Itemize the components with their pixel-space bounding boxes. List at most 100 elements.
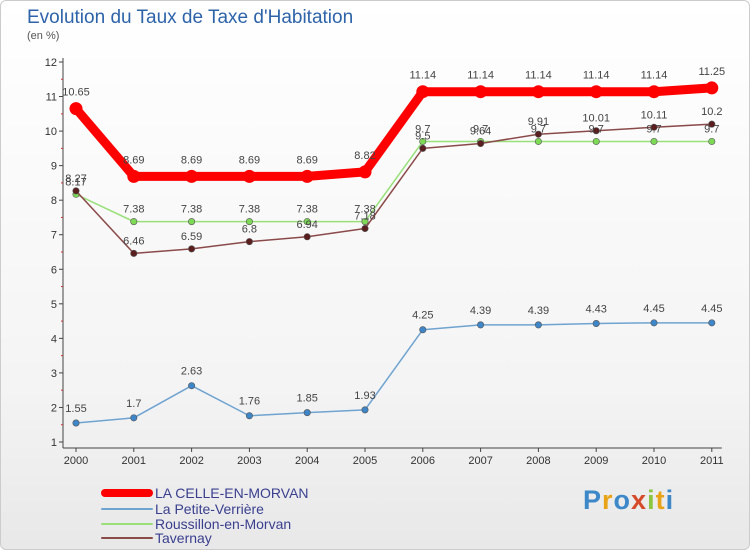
legend-swatch <box>101 508 153 510</box>
data-label-2: 7.38 <box>123 204 144 216</box>
y-tick-label: 5 <box>51 299 57 311</box>
data-label-0: 8.69 <box>239 154 260 166</box>
data-label-1: 4.45 <box>643 303 664 315</box>
y-tick-label: 12 <box>45 57 57 69</box>
legend-label: Roussillon-en-Morvan <box>155 516 292 532</box>
legend-label: Tavernay <box>155 530 212 546</box>
legend-item: Roussillon-en-Morvan <box>101 516 292 532</box>
series-line-1 <box>75 322 713 424</box>
y-tick-label: 11 <box>46 92 57 104</box>
series-point-3 <box>650 123 658 131</box>
series-point-0 <box>127 169 141 183</box>
data-label-0: 8.69 <box>181 154 202 166</box>
series-point-0 <box>358 165 372 179</box>
legend-item: Tavernay <box>101 530 212 546</box>
series-line-3 <box>75 123 713 255</box>
logo-letter: t <box>655 485 666 515</box>
data-label-1: 1.55 <box>65 403 86 415</box>
chart-title: Evolution du Taux de Taxe d'Habitation <box>27 7 354 28</box>
data-label-2: 9.7 <box>531 123 546 135</box>
data-label-3: 7.18 <box>354 211 375 223</box>
series-point-2 <box>419 137 427 145</box>
series-point-3 <box>592 127 600 135</box>
series-point-2 <box>245 218 253 226</box>
data-label-3: 6.59 <box>181 231 202 243</box>
y-tick-label: 4 <box>51 333 57 345</box>
data-label-0: 8.69 <box>296 154 317 166</box>
series-point-3 <box>130 249 138 257</box>
data-label-0: 8.82 <box>354 150 375 162</box>
data-label-3: 9.64 <box>470 126 491 138</box>
logo-letter: i <box>647 485 656 515</box>
data-label-0: 11.14 <box>525 70 552 82</box>
data-label-3: 9.5 <box>415 130 430 142</box>
data-label-1: 1.7 <box>126 398 141 410</box>
data-label-0: 11.14 <box>641 70 668 82</box>
series-point-0 <box>647 85 661 99</box>
data-label-2: 9.7 <box>589 123 604 135</box>
legend-swatch <box>101 489 153 497</box>
data-label-3: 10.2 <box>701 106 722 118</box>
series-point-0 <box>705 81 719 95</box>
series-line-2 <box>75 140 713 223</box>
series-point-1 <box>477 321 485 329</box>
y-tick-label: 6 <box>51 264 57 276</box>
data-label-1: 4.45 <box>701 303 722 315</box>
x-tick-label: 2001 <box>122 455 146 467</box>
y-tick-label: 7 <box>51 230 57 242</box>
series-point-2 <box>130 218 138 226</box>
series-point-1 <box>708 319 716 327</box>
data-label-2: 7.38 <box>354 204 375 216</box>
data-label-2: 7.38 <box>181 204 202 216</box>
series-point-2 <box>534 137 542 145</box>
data-label-3: 6.46 <box>123 235 144 247</box>
data-label-0: 11.25 <box>698 66 725 78</box>
data-label-3: 10.11 <box>641 109 668 121</box>
series-point-0 <box>416 85 430 99</box>
series-point-3 <box>708 120 716 128</box>
data-label-0: 8.69 <box>123 154 144 166</box>
y-axis-unit: (en %) <box>27 30 60 42</box>
series-point-2 <box>188 218 196 226</box>
data-label-3: 6.8 <box>242 224 257 236</box>
series-point-3 <box>419 144 427 152</box>
data-label-2: 7.38 <box>296 204 317 216</box>
series-point-1 <box>188 382 196 390</box>
y-tick-label: 1 <box>51 437 57 449</box>
data-label-1: 1.76 <box>239 396 260 408</box>
data-label-1: 4.39 <box>470 305 491 317</box>
series-point-0 <box>300 169 314 183</box>
series-point-1 <box>650 319 658 327</box>
data-label-0: 10.65 <box>62 87 90 99</box>
legend-label: LA CELLE-EN-MORVAN <box>155 485 309 501</box>
legend-item: La Petite-Verrière <box>101 501 264 517</box>
logo-letter: x <box>631 485 648 515</box>
series-point-3 <box>361 225 369 233</box>
x-tick-label: 2002 <box>179 455 203 467</box>
data-label-1: 4.25 <box>412 310 433 322</box>
data-label-1: 4.39 <box>528 305 549 317</box>
series-point-3 <box>534 130 542 138</box>
series-point-0 <box>69 102 83 116</box>
y-tick-label: 9 <box>51 161 57 173</box>
logo-letter: o <box>613 485 632 515</box>
series-point-1 <box>245 412 253 420</box>
series-point-3 <box>477 140 485 148</box>
logo-letter: i <box>665 485 675 515</box>
logo-letter: P <box>583 485 603 515</box>
data-label-0: 11.14 <box>467 70 494 82</box>
x-tick-label: 2000 <box>64 455 88 467</box>
data-label-3: 6.94 <box>296 219 317 231</box>
series-point-0 <box>474 85 488 99</box>
proxiti-logo: Proxiti <box>583 485 674 516</box>
series-layer <box>69 81 719 427</box>
y-tick-label: 10 <box>45 126 57 138</box>
data-label-2: 9.7 <box>646 123 661 135</box>
data-label-1: 1.93 <box>354 390 375 402</box>
data-label-1: 1.85 <box>296 393 317 405</box>
data-label-2: 8.17 <box>65 176 86 188</box>
series-point-2 <box>592 137 600 145</box>
series-point-3 <box>188 245 196 253</box>
x-tick-label: 2011 <box>700 455 724 467</box>
